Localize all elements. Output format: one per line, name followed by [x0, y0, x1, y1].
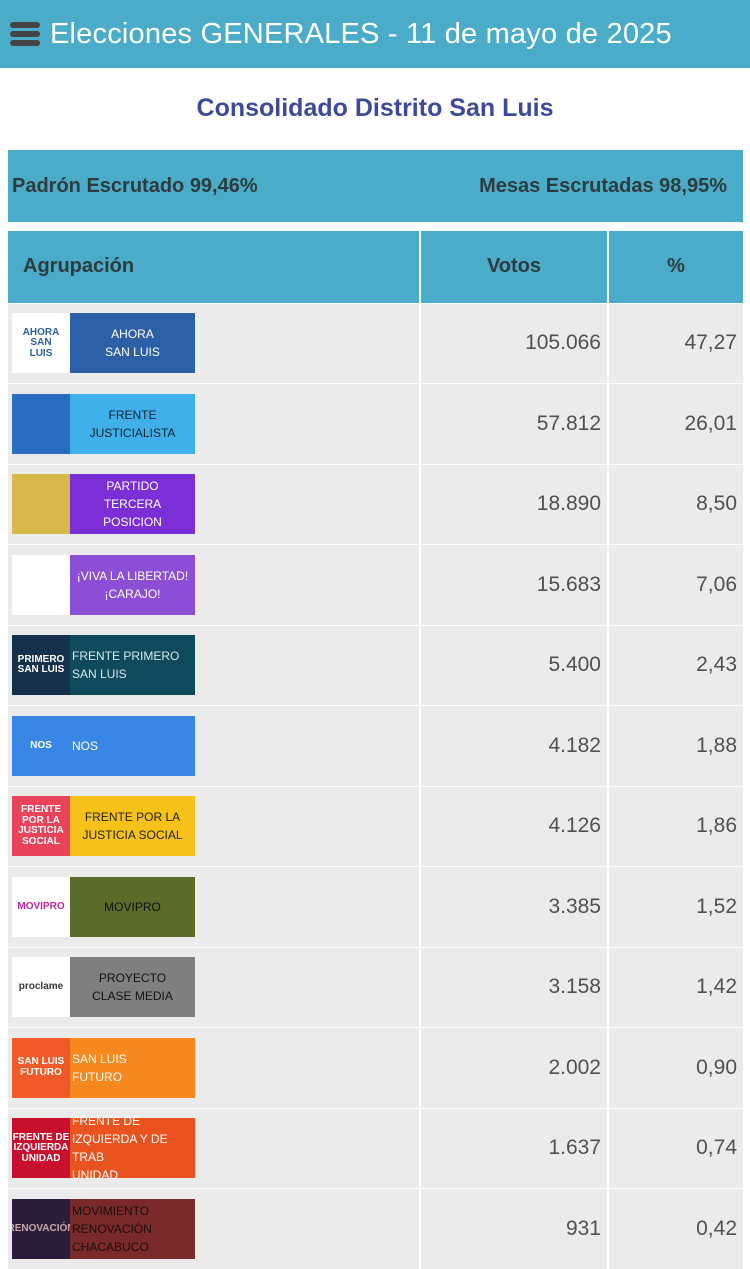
scrutiny-progress: Padrón Escrutado 99,46% Mesas Escrutadas…	[8, 150, 743, 222]
party-logo-icon: SAN LUIS FUTURO	[12, 1038, 70, 1098]
party-votes: 931	[420, 1189, 608, 1269]
party-votes: 3.158	[420, 947, 608, 1028]
party-pct: 47,27	[608, 303, 743, 384]
party-banner: RENOVACIÓNMOVIMIENTO RENOVACIÓN CHACABUC…	[12, 1199, 195, 1259]
party-logo-icon: FRENTE POR LA JUSTICIA SOCIAL	[12, 796, 70, 856]
party-votes: 105.066	[420, 303, 608, 384]
party-logo-icon: proclame	[12, 957, 70, 1017]
party-name: FRENTE JUSTICIALISTA	[70, 394, 195, 454]
party-logo-icon: RENOVACIÓN	[12, 1199, 70, 1259]
party-votes: 18.890	[420, 464, 608, 545]
party-cell: FRENTE JUSTICIALISTA	[8, 384, 420, 465]
district-title: Consolidado Distrito San Luis	[0, 94, 750, 150]
party-votes: 15.683	[420, 545, 608, 626]
party-banner: FRENTE JUSTICIALISTA	[12, 394, 195, 454]
party-votes: 4.182	[420, 706, 608, 787]
padron-escrutado: Padrón Escrutado 99,46%	[12, 175, 258, 198]
party-votes: 4.126	[420, 786, 608, 867]
party-logo-icon	[12, 555, 70, 615]
party-votes: 5.400	[420, 625, 608, 706]
party-cell: RENOVACIÓNMOVIMIENTO RENOVACIÓN CHACABUC…	[8, 1189, 420, 1269]
party-logo-icon: PRIMERO SAN LUIS	[12, 635, 70, 695]
party-name: ¡VIVA LA LIBERTAD! ¡CARAJO!	[70, 555, 195, 615]
party-cell: PARTIDO TERCERA POSICION	[8, 464, 420, 545]
table-header-row: Agrupación Votos %	[8, 231, 743, 303]
party-pct: 0,74	[608, 1108, 743, 1189]
party-cell: ¡VIVA LA LIBERTAD! ¡CARAJO!	[8, 545, 420, 626]
app-title: Elecciones GENERALES - 11 de mayo de 202…	[50, 18, 672, 51]
party-pct: 1,42	[608, 947, 743, 1028]
party-name: FRENTE POR LA JUSTICIA SOCIAL	[70, 796, 195, 856]
party-name: FRENTE DE IZQUIERDA Y DE TRAB UNIDAD	[70, 1118, 195, 1178]
header-votes: Votos	[420, 231, 608, 303]
party-name: AHORA SAN LUIS	[70, 313, 195, 373]
party-pct: 2,43	[608, 625, 743, 706]
party-banner: ¡VIVA LA LIBERTAD! ¡CARAJO!	[12, 555, 195, 615]
party-votes: 1.637	[420, 1108, 608, 1189]
party-pct: 1,88	[608, 706, 743, 787]
party-name: FRENTE PRIMERO SAN LUIS	[70, 635, 195, 695]
party-logo-icon: NOS	[12, 716, 70, 776]
party-name: PARTIDO TERCERA POSICION	[70, 474, 195, 534]
party-votes: 57.812	[420, 384, 608, 465]
party-logo-icon	[12, 394, 70, 454]
mesas-escrutadas: Mesas Escrutadas 98,95%	[479, 175, 727, 198]
party-pct: 1,86	[608, 786, 743, 867]
table-row: RENOVACIÓNMOVIMIENTO RENOVACIÓN CHACABUC…	[8, 1189, 743, 1269]
party-pct: 26,01	[608, 384, 743, 465]
header-pct: %	[608, 231, 743, 303]
party-logo-icon: AHORA SAN LUIS	[12, 313, 70, 373]
party-votes: 3.385	[420, 867, 608, 948]
party-pct: 8,50	[608, 464, 743, 545]
party-logo-icon: FRENTE DE IZQUIERDA UNIDAD	[12, 1118, 70, 1178]
party-name: SAN LUIS FUTURO	[70, 1038, 195, 1098]
party-pct: 0,42	[608, 1189, 743, 1269]
party-pct: 1,52	[608, 867, 743, 948]
party-name: MOVIPRO	[70, 877, 195, 937]
party-logo-icon: MOVIPRO	[12, 877, 70, 937]
party-votes: 2.002	[420, 1028, 608, 1109]
app-header: Elecciones GENERALES - 11 de mayo de 202…	[0, 0, 750, 68]
party-pct: 7,06	[608, 545, 743, 626]
hamburger-menu-icon[interactable]	[10, 19, 40, 49]
party-name: PROYECTO CLASE MEDIA	[70, 957, 195, 1017]
party-pct: 0,90	[608, 1028, 743, 1109]
party-name: NOS	[70, 716, 195, 776]
party-banner: PARTIDO TERCERA POSICION	[12, 474, 195, 534]
header-party: Agrupación	[8, 231, 420, 303]
party-logo-icon	[12, 474, 70, 534]
party-name: MOVIMIENTO RENOVACIÓN CHACABUCO	[70, 1199, 195, 1259]
